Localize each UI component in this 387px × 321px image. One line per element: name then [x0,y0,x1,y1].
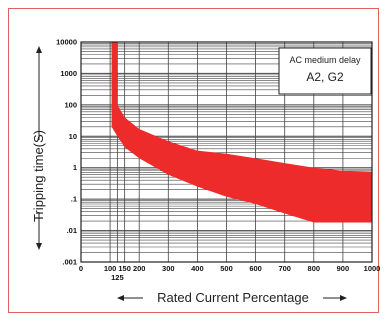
x-tick-label: 400 [191,264,204,273]
x-axis-title: Rated Current Percentage [157,290,309,305]
chart-frame [8,8,379,313]
tripping-band [111,42,372,223]
x-tick-label: 150 [118,264,131,273]
y-arrow-up-icon [36,46,42,53]
y-tick-label: .001 [62,258,77,267]
y-arrow-down-icon [36,243,42,250]
x-arrow-right-icon [340,295,347,301]
x-tick-label: 0 [79,264,83,273]
legend-subtitle: A2, G2 [306,70,344,84]
y-tick-label: 1000 [60,69,77,78]
y-axis-ticks: 10000 1000 100 10 1 .1 .01 .001 [56,38,77,267]
x-tick-label: 600 [249,264,262,273]
y-tick-label: 10000 [56,38,77,47]
y-tick-label: 100 [64,100,77,109]
x-tick-label: 200 [133,264,146,273]
x-tick-label: 100 [104,264,117,273]
y-tick-label: .01 [67,226,77,235]
x-tick-label: 125 [111,273,124,282]
legend-box: AC medium delay A2, G2 [278,47,372,95]
legend-title: AC medium delay [289,55,361,65]
y-axis-title-group: Tripping time(S) [31,46,46,250]
x-arrow-left-icon [117,295,124,301]
y-tick-label: .1 [71,195,77,204]
x-tick-label: 800 [308,264,321,273]
x-tick-label: 300 [162,264,175,273]
x-tick-label: 700 [278,264,291,273]
y-axis-title: Tripping time(S) [31,130,46,222]
x-axis-ticks: 0 100 150 200 300 400 500 600 700 800 900 1000 125 [79,264,380,282]
x-tick-label: 900 [337,264,350,273]
y-tick-label: 1 [73,163,77,172]
x-axis-title-group: Rated Current Percentage [117,290,347,305]
x-tick-label: 1000 [364,264,381,273]
x-tick-label: 500 [220,264,233,273]
plot-area [80,41,373,263]
y-tick-label: 10 [69,132,77,141]
